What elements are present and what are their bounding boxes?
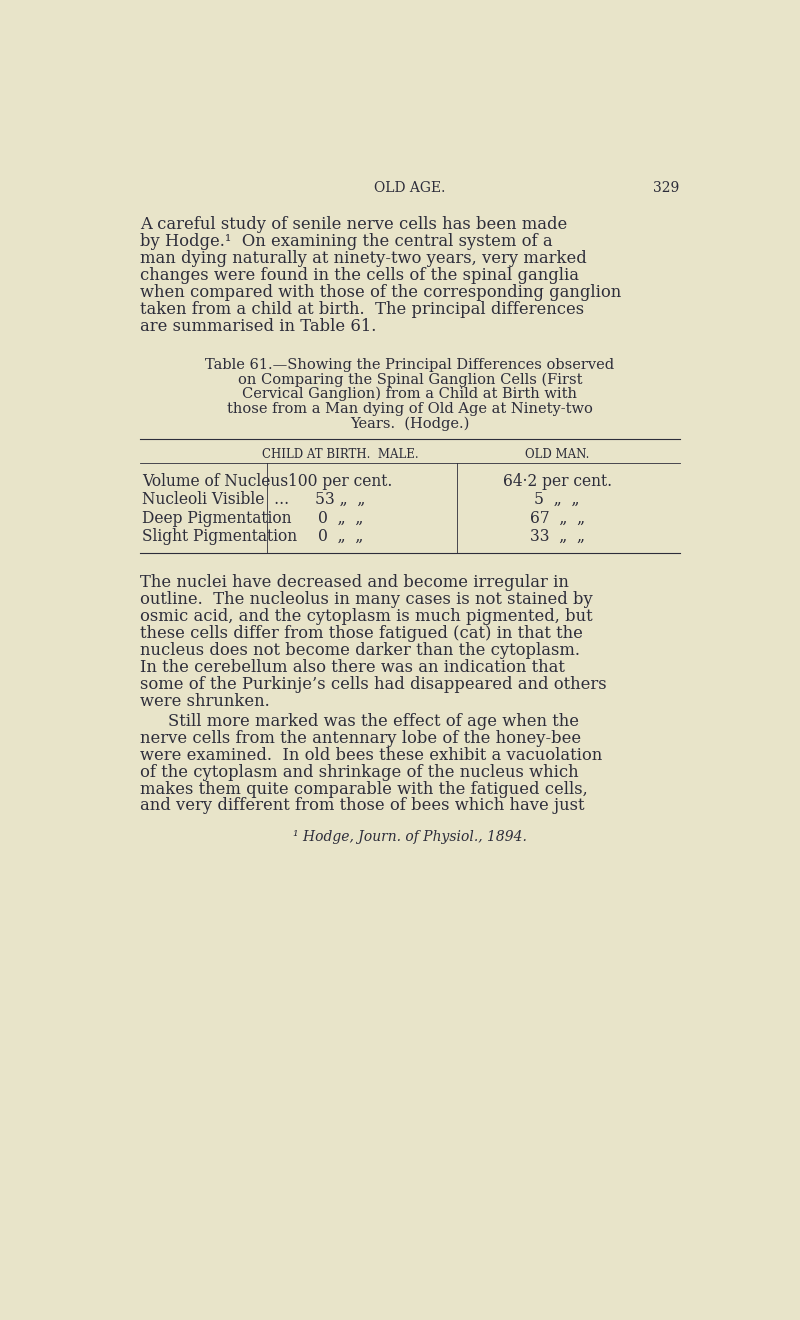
- Text: 0  „  „: 0 „ „: [318, 510, 363, 527]
- Text: by Hodge.¹  On examining the central system of a: by Hodge.¹ On examining the central syst…: [140, 234, 553, 249]
- Text: changes were found in the cells of the spinal ganglia: changes were found in the cells of the s…: [140, 267, 579, 284]
- Text: 329: 329: [654, 181, 680, 194]
- Text: those from a Man dying of Old Age at Ninety-two: those from a Man dying of Old Age at Nin…: [227, 401, 593, 416]
- Text: nucleus does not become darker than the cytoplasm.: nucleus does not become darker than the …: [140, 642, 580, 659]
- Text: Slight Pigmentation: Slight Pigmentation: [142, 528, 297, 545]
- Text: man dying naturally at ninety-two years, very marked: man dying naturally at ninety-two years,…: [140, 249, 587, 267]
- Text: Nucleoli Visible  ...: Nucleoli Visible ...: [142, 491, 289, 508]
- Text: nerve cells from the antennary lobe of the honey-bee: nerve cells from the antennary lobe of t…: [140, 730, 582, 747]
- Text: are summarised in Table 61.: are summarised in Table 61.: [140, 318, 377, 335]
- Text: some of the Purkinje’s cells had disappeared and others: some of the Purkinje’s cells had disappe…: [140, 676, 607, 693]
- Text: Still more marked was the effect of age when the: Still more marked was the effect of age …: [168, 713, 579, 730]
- Text: of the cytoplasm and shrinkage of the nucleus which: of the cytoplasm and shrinkage of the nu…: [140, 763, 579, 780]
- Text: were shrunken.: were shrunken.: [140, 693, 270, 710]
- Text: Table 61.—Showing the Principal Differences observed: Table 61.—Showing the Principal Differen…: [206, 358, 614, 372]
- Text: 33  „  „: 33 „ „: [530, 528, 585, 545]
- Text: outline.  The nucleolus in many cases is not stained by: outline. The nucleolus in many cases is …: [140, 591, 593, 609]
- Text: were examined.  In old bees these exhibit a vacuolation: were examined. In old bees these exhibit…: [140, 747, 602, 764]
- Text: OLD AGE.: OLD AGE.: [374, 181, 446, 194]
- Text: In the cerebellum also there was an indication that: In the cerebellum also there was an indi…: [140, 659, 565, 676]
- Text: osmic acid, and the cytoplasm is much pigmented, but: osmic acid, and the cytoplasm is much pi…: [140, 609, 593, 626]
- Text: ¹ Hodge, Journ. of Physiol., 1894.: ¹ Hodge, Journ. of Physiol., 1894.: [293, 830, 527, 843]
- Text: 0  „  „: 0 „ „: [318, 528, 363, 545]
- Text: and very different from those of bees which have just: and very different from those of bees wh…: [140, 797, 585, 814]
- Text: CHILD AT BIRTH.  MALE.: CHILD AT BIRTH. MALE.: [262, 447, 418, 461]
- Text: 67  „  „: 67 „ „: [530, 510, 585, 527]
- Text: taken from a child at birth.  The principal differences: taken from a child at birth. The princip…: [140, 301, 585, 318]
- Text: on Comparing the Spinal Ganglion Cells (First: on Comparing the Spinal Ganglion Cells (…: [238, 372, 582, 387]
- Text: 64·2 per cent.: 64·2 per cent.: [502, 473, 612, 490]
- Text: 53 „  „: 53 „ „: [315, 491, 366, 508]
- Text: these cells differ from those fatigued (cat) in that the: these cells differ from those fatigued (…: [140, 626, 583, 642]
- Text: The nuclei have decreased and become irregular in: The nuclei have decreased and become irr…: [140, 574, 569, 591]
- Text: Cervical Ganglion) from a Child at Birth with: Cervical Ganglion) from a Child at Birth…: [242, 387, 578, 401]
- Text: Deep Pigmentation: Deep Pigmentation: [142, 510, 291, 527]
- Text: Years.  (Hodge.): Years. (Hodge.): [350, 416, 470, 430]
- Text: makes them quite comparable with the fatigued cells,: makes them quite comparable with the fat…: [140, 780, 588, 797]
- Text: OLD MAN.: OLD MAN.: [525, 447, 590, 461]
- Text: 100 per cent.: 100 per cent.: [288, 473, 393, 490]
- Text: A careful study of senile nerve cells has been made: A careful study of senile nerve cells ha…: [140, 216, 567, 234]
- Text: Volume of Nucleus: Volume of Nucleus: [142, 473, 288, 490]
- Text: when compared with those of the corresponding ganglion: when compared with those of the correspo…: [140, 284, 622, 301]
- Text: 5  „  „: 5 „ „: [534, 491, 580, 508]
